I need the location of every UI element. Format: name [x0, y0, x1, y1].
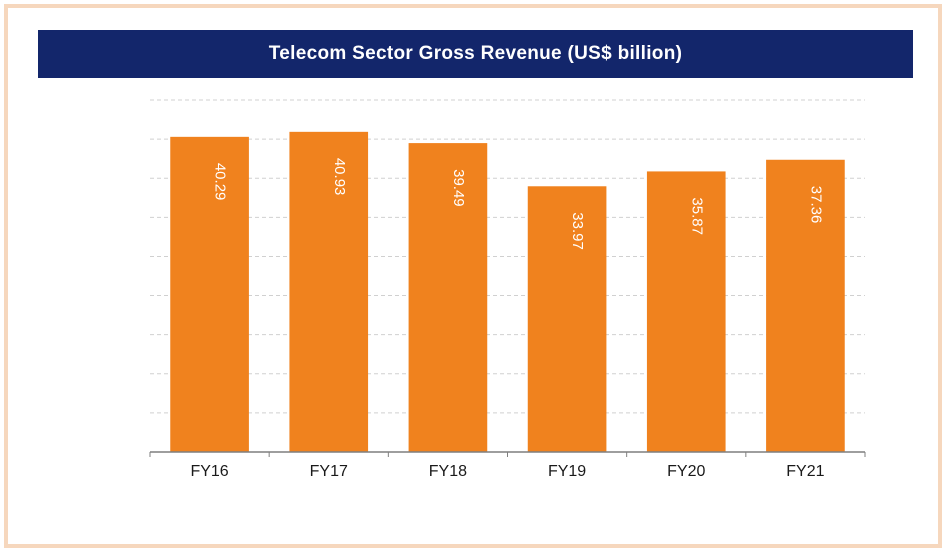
data-label: 40.93 — [331, 158, 348, 196]
data-label: 33.97 — [569, 212, 586, 250]
bar-fy16 — [170, 136, 249, 453]
data-label: 39.49 — [450, 169, 467, 207]
bar-fy21 — [766, 159, 845, 452]
title-bar: Telecom Sector Gross Revenue (US$ billio… — [38, 30, 913, 78]
data-label: 40.29 — [212, 163, 229, 201]
x-tick-label: FY20 — [667, 463, 705, 480]
bar-fy20 — [646, 171, 726, 453]
bar-fy18 — [408, 143, 488, 452]
bar-fy17 — [289, 131, 369, 453]
bar-fy19 — [527, 186, 607, 452]
data-label: 37.36 — [807, 186, 824, 224]
chart-title: Telecom Sector Gross Revenue (US$ billio… — [268, 43, 683, 64]
x-tick-label: FY21 — [786, 463, 824, 480]
x-tick-label: FY17 — [310, 463, 348, 480]
x-tick-label: FY19 — [548, 463, 586, 480]
x-tick-label: FY16 — [190, 463, 228, 480]
x-tick-label: FY18 — [429, 463, 467, 480]
data-label: 35.87 — [688, 197, 705, 235]
